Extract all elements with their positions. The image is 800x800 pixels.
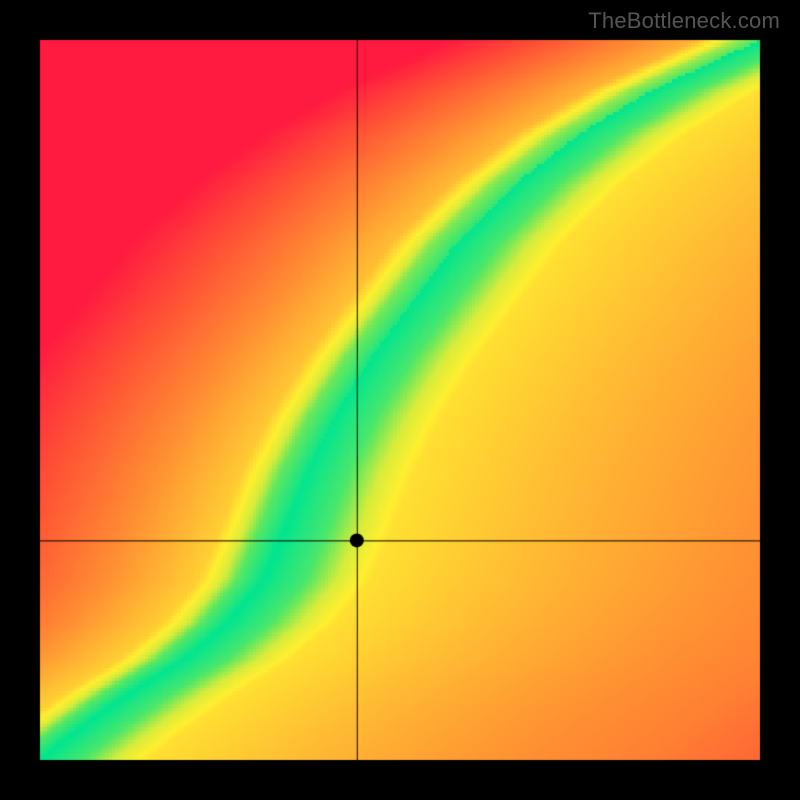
watermark-text: TheBottleneck.com bbox=[588, 8, 780, 34]
bottleneck-heatmap bbox=[0, 0, 800, 800]
chart-container: { "meta": { "watermark_text": "TheBottle… bbox=[0, 0, 800, 800]
